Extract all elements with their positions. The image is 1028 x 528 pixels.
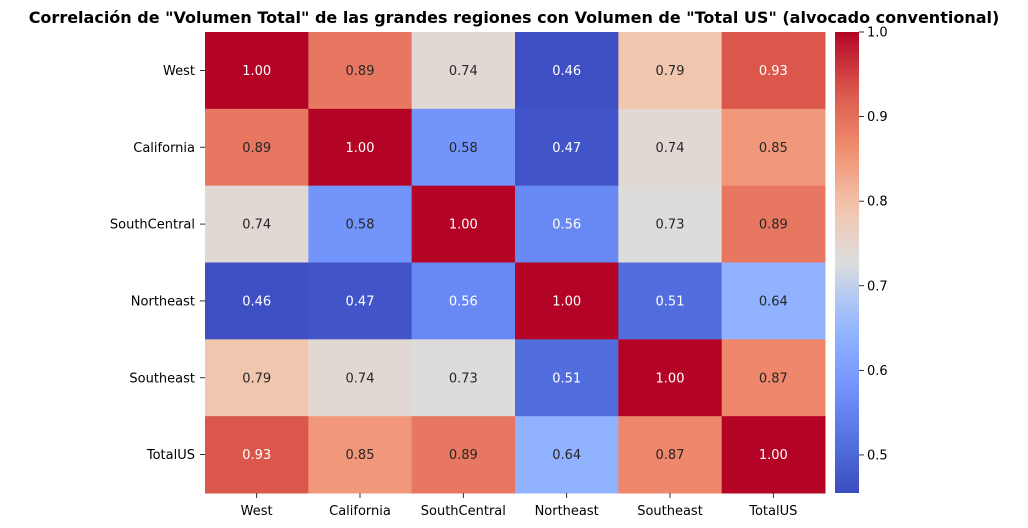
heatmap-cell: [618, 339, 723, 417]
heatmap-cell: [721, 416, 826, 494]
cell-value-label: 0.64: [552, 448, 581, 463]
cell-value-label: 0.85: [346, 448, 375, 463]
cell-value-label: 0.47: [346, 294, 375, 309]
heatmap-cell: [721, 108, 826, 187]
cell-value-label: 0.89: [242, 141, 271, 156]
x-tick-label: Southeast: [637, 504, 703, 519]
cell-value-label: 0.58: [449, 141, 478, 156]
heatmap-cell: [308, 185, 413, 263]
heatmap-cell: [205, 108, 309, 187]
y-tick-label: TotalUS: [146, 448, 195, 463]
heatmap-cell: [205, 32, 309, 110]
heatmap-cell: [308, 416, 413, 494]
colorbar-tick-label: 0.6: [867, 364, 888, 379]
colorbar-ticks: 0.5 0.6 0.7 0.8 0.9 1.0: [859, 26, 888, 463]
colorbar-tick-label: 0.8: [867, 195, 888, 210]
y-tick-label: SouthCentral: [110, 218, 195, 233]
colorbar-tick-label: 0.5: [867, 448, 888, 463]
heatmap-cell: [515, 108, 619, 187]
x-tick-label: SouthCentral: [421, 504, 506, 519]
x-tick-label: Northeast: [535, 504, 599, 519]
cell-value-label: 0.46: [552, 64, 581, 79]
cell-value-label: 0.51: [552, 371, 581, 386]
cell-value-label: 0.74: [656, 141, 685, 156]
cell-value-label: 1.00: [449, 218, 478, 233]
cell-value-label: 0.85: [759, 141, 788, 156]
heatmap-cells: 1.00 0.89 0.74 0.46 0.79 0.93 0.89 1.00 0.58 0.47…: [205, 32, 826, 494]
y-tick-labels: West California SouthCentral Northeast South…: [110, 64, 205, 463]
cell-value-label: 1.00: [346, 141, 375, 156]
cell-value-label: 1.00: [242, 64, 271, 79]
colorbar-tick-label: 0.9: [867, 110, 888, 125]
heatmap-cell: [205, 185, 309, 263]
heatmap-cell: [721, 339, 826, 417]
x-tick-label: California: [329, 504, 391, 519]
heatmap-cell: [618, 32, 723, 110]
cell-value-label: 0.56: [552, 218, 581, 233]
heatmap-cell: [308, 108, 413, 187]
cell-value-label: 0.51: [656, 294, 685, 309]
heatmap-cell: [618, 108, 723, 187]
cell-value-label: 0.74: [346, 371, 375, 386]
cell-value-label: 0.56: [449, 294, 478, 309]
colorbar-tick-label: 1.0: [867, 26, 888, 41]
cell-value-label: 0.64: [759, 294, 788, 309]
heatmap-cell: [308, 339, 413, 417]
cell-value-label: 0.79: [242, 371, 271, 386]
cell-value-label: 0.73: [449, 371, 478, 386]
cell-value-label: 1.00: [552, 294, 581, 309]
y-tick-label: Southeast: [129, 371, 195, 386]
cell-value-label: 0.47: [552, 141, 581, 156]
heatmap-cell: [515, 32, 619, 110]
cell-value-label: 0.93: [242, 448, 271, 463]
heatmap-cell: [411, 32, 516, 110]
x-tick-label: West: [241, 504, 273, 519]
heatmap-cell: [515, 185, 619, 263]
cell-value-label: 0.73: [656, 218, 685, 233]
heatmap-cell: [618, 416, 723, 494]
heatmap-cell: [205, 339, 309, 417]
cell-value-label: 1.00: [656, 371, 685, 386]
heatmap-cell: [411, 185, 516, 263]
chart-title: Correlación de "Volumen Total" de las gr…: [29, 8, 1000, 27]
cell-value-label: 0.58: [346, 218, 375, 233]
x-tick-label: TotalUS: [748, 504, 797, 519]
cell-value-label: 0.93: [759, 64, 788, 79]
heatmap-cell: [515, 339, 619, 417]
heatmap-cell: [411, 108, 516, 187]
heatmap-cell: [205, 416, 309, 494]
cell-value-label: 0.87: [759, 371, 788, 386]
heatmap-cell: [205, 262, 309, 340]
heatmap-cell: [721, 185, 826, 263]
heatmap-cell: [618, 185, 723, 263]
colorbar: 0.5 0.6 0.7 0.8 0.9 1.0: [835, 26, 888, 493]
heatmap-cell: [411, 339, 516, 417]
heatmap-cell: [411, 416, 516, 494]
cell-value-label: 0.89: [759, 218, 788, 233]
cell-value-label: 0.46: [242, 294, 271, 309]
cell-value-label: 0.89: [449, 448, 478, 463]
heatmap-cell: [618, 262, 723, 340]
cell-value-label: 1.00: [759, 448, 788, 463]
cell-value-label: 0.89: [346, 64, 375, 79]
x-tick-labels: West California SouthCentral Northeast South…: [241, 493, 797, 519]
colorbar-tick-label: 0.7: [867, 279, 888, 294]
heatmap-cell: [721, 262, 826, 340]
heatmap-cell: [308, 262, 413, 340]
heatmap-cell: [411, 262, 516, 340]
cell-value-label: 0.74: [449, 64, 478, 79]
colorbar-gradient: [835, 32, 859, 493]
y-tick-label: California: [133, 141, 195, 156]
heatmap-cell: [515, 262, 619, 340]
heatmap-cell: [308, 32, 413, 110]
heatmap-cell: [721, 32, 826, 110]
y-tick-label: Northeast: [131, 294, 195, 309]
heatmap-cell: [515, 416, 619, 494]
cell-value-label: 0.87: [656, 448, 685, 463]
y-tick-label: West: [163, 64, 195, 79]
cell-value-label: 0.79: [656, 64, 685, 79]
cell-value-label: 0.74: [242, 218, 271, 233]
